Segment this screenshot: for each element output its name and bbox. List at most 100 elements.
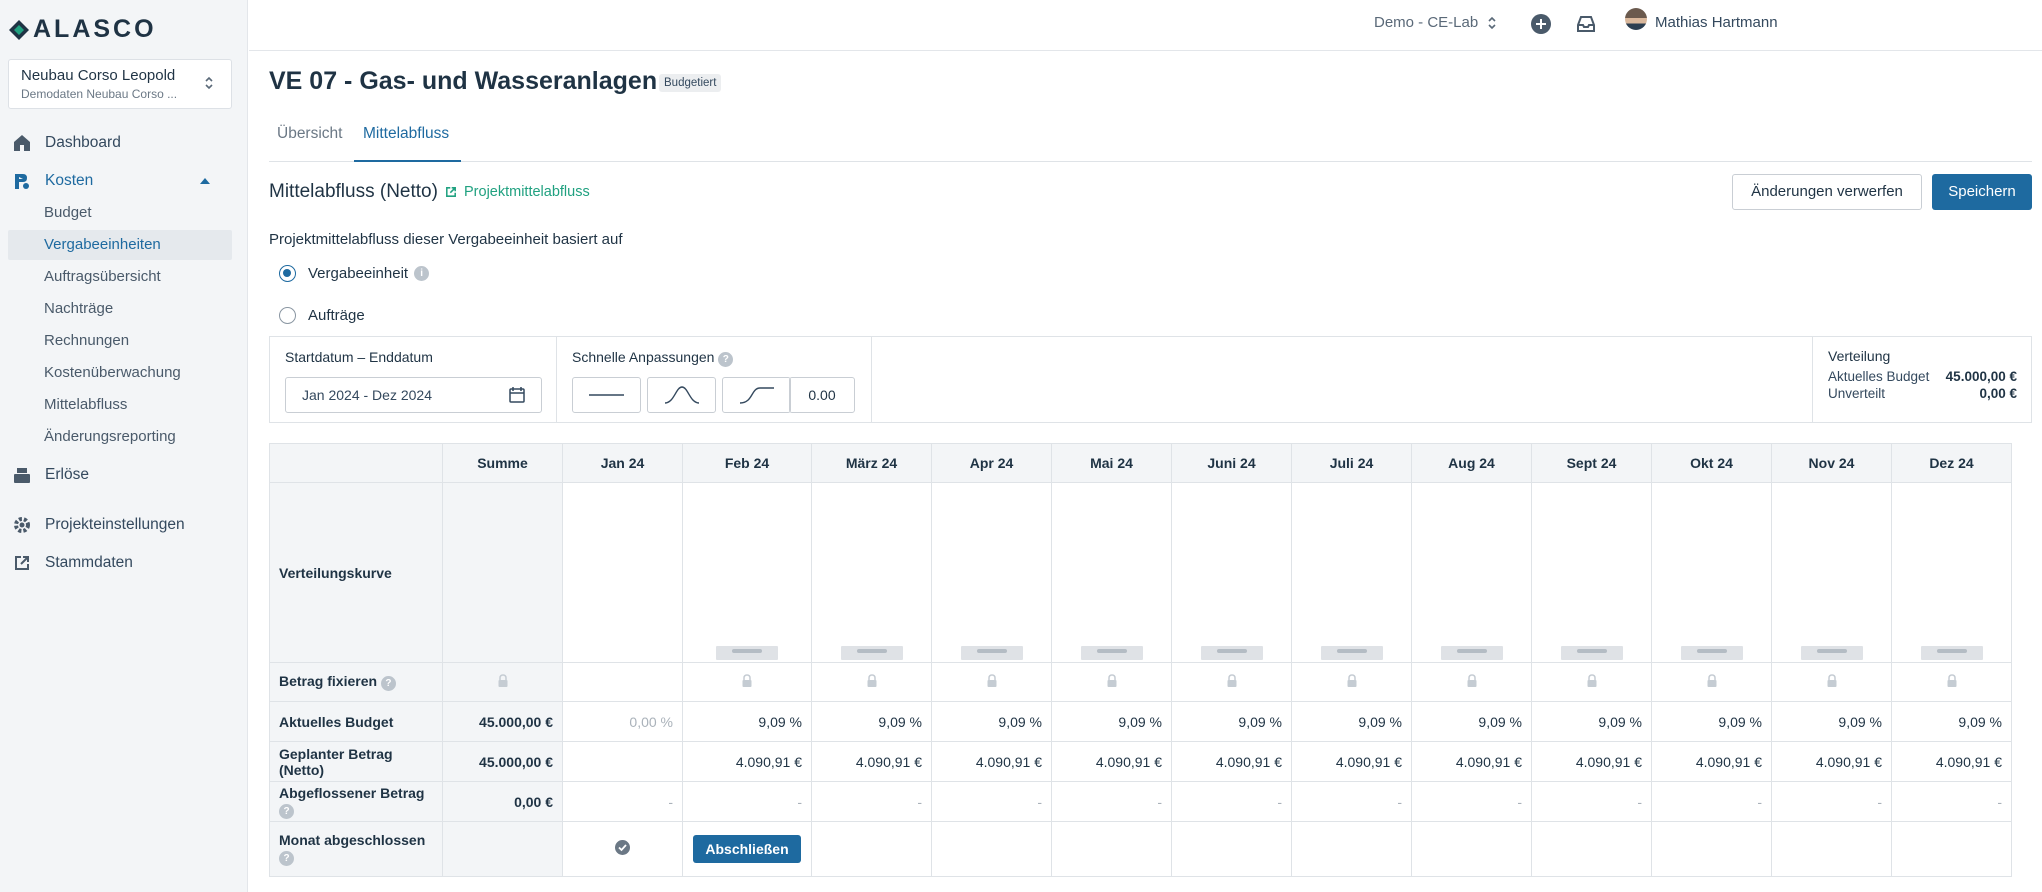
curve-cell [1651,482,1772,663]
lock-cell[interactable] [1051,662,1172,702]
discard-changes-button[interactable]: Änderungen verwerfen [1732,174,1922,210]
sidebar-item-budget[interactable]: Budget [44,204,92,221]
budget-percent-cell[interactable]: 9,09 % [1411,701,1532,742]
save-button[interactable]: Speichern [1932,174,2032,210]
tab-mittelabfluss[interactable]: Mittelabfluss [354,125,461,162]
help-icon[interactable]: ? [718,352,734,367]
sidebar-item-kosten[interactable]: Kosten [12,171,212,191]
lock-cell[interactable] [1891,662,2012,702]
planned-amount-cell[interactable]: 4.090,91 € [1891,741,2012,782]
planned-amount-cell[interactable]: 4.090,91 € [931,741,1052,782]
date-range-input[interactable]: Jan 2024 - Dez 2024 [285,377,542,413]
sidebar-item-aenderungsreporting[interactable]: Änderungsreporting [44,428,176,445]
month-header: Aug 24 [1411,443,1532,483]
budget-percent-cell[interactable]: 9,09 % [931,701,1052,742]
curve-drag-handle[interactable] [1920,646,1983,660]
curve-drag-handle[interactable] [1680,646,1743,660]
lock-cell[interactable] [811,662,932,702]
planned-amount-cell[interactable]: 4.090,91 € [1411,741,1532,782]
curve-drag-handle[interactable] [716,646,778,660]
sidebar-item-rechnungen[interactable]: Rechnungen [44,332,130,349]
help-icon[interactable]: ? [380,676,396,691]
lock-cell[interactable] [1411,662,1532,702]
planned-amount-cell[interactable]: 4.090,91 € [1771,741,1892,782]
user-name[interactable]: Mathias Hartmann [1655,14,1778,31]
sidebar-item-nachtraege[interactable]: Nachträge [44,300,114,317]
lock-icon [1107,674,1116,687]
lock-cell[interactable] [931,662,1052,702]
lock-cell[interactable] [1531,662,1652,702]
row-label: Verteilungskurve [269,482,443,663]
lock-icon [1227,674,1236,687]
curve-drag-handle[interactable] [1560,646,1623,660]
current-budget-value: 45.000,00 € [1945,369,2017,384]
lock-cell[interactable] [1171,662,1292,702]
tab-uebersicht[interactable]: Übersicht [277,125,343,142]
s-curve-button[interactable] [722,377,791,413]
sum-lock-cell[interactable] [442,662,563,702]
curve-drag-handle[interactable] [840,646,903,660]
close-month-button[interactable]: Abschließen [693,835,801,863]
radio-button[interactable] [279,307,296,324]
avatar[interactable] [1625,8,1647,30]
curve-drag-handle[interactable] [1200,646,1263,660]
budget-percent-cell[interactable]: 0,00 % [562,701,683,742]
quick-adjust-text: Schnelle Anpassungen [572,349,715,365]
budget-percent-cell[interactable]: 9,09 % [1051,701,1172,742]
budget-percent-cell[interactable]: 9,09 % [811,701,932,742]
inbox-icon[interactable] [1576,14,1596,34]
linear-curve-button[interactable] [572,377,641,413]
curve-drag-handle[interactable] [1440,646,1503,660]
planned-amount-cell[interactable]: 4.090,91 € [682,741,812,782]
radio-auftraege[interactable]: Aufträge [279,307,365,324]
planned-amount-cell[interactable]: 4.090,91 € [1531,741,1652,782]
lock-cell[interactable] [1651,662,1772,702]
planned-amount-cell[interactable]: 4.090,91 € [1171,741,1292,782]
curve-drag-handle[interactable] [1800,646,1863,660]
budget-percent-cell[interactable]: 9,09 % [1771,701,1892,742]
curve-factor-input[interactable]: 0.00 [789,377,855,413]
sidebar-item-stammdaten[interactable]: Stammdaten [12,553,133,573]
budget-percent-cell[interactable]: 9,09 % [1291,701,1412,742]
lock-cell[interactable] [1291,662,1412,702]
bell-curve-button[interactable] [647,377,716,413]
sidebar-item-auftragsuebersicht[interactable]: Auftragsübersicht [44,268,161,285]
org-switcher[interactable]: Demo - CE-Lab [1374,14,1496,31]
curve-drag-handle[interactable] [960,646,1023,660]
curve-drag-handle[interactable] [1080,646,1143,660]
budget-percent-cell[interactable]: 9,09 % [1651,701,1772,742]
sidebar-item-dashboard[interactable]: Dashboard [12,133,121,153]
sidebar-item-kostenueberwachung[interactable]: Kostenüberwachung [44,364,181,381]
planned-amount-cell[interactable]: 4.090,91 € [1051,741,1172,782]
lock-cell[interactable] [682,662,812,702]
budget-percent-cell[interactable]: 9,09 % [1531,701,1652,742]
gear-icon [14,517,30,533]
planned-amount-cell[interactable]: 4.090,91 € [1651,741,1772,782]
add-icon[interactable] [1531,14,1551,34]
lock-cell[interactable] [1771,662,1892,702]
planned-amount-cell[interactable]: 4.090,91 € [1291,741,1412,782]
info-icon[interactable]: i [414,266,430,281]
radio-button-selected[interactable] [279,265,296,282]
budget-percent-cell[interactable]: 9,09 % [1171,701,1292,742]
project-select[interactable]: Neubau Corso Leopold Demodaten Neubau Co… [8,59,232,109]
planned-amount-cell[interactable] [562,741,683,782]
budget-percent-cell[interactable]: 9,09 % [682,701,812,742]
help-icon[interactable]: ? [279,851,294,866]
chevron-up-icon [200,178,210,184]
help-icon[interactable]: ? [279,803,294,819]
sidebar-item-vergabeeinheiten[interactable]: Vergabeeinheiten [44,236,161,253]
logo[interactable]: ALASCO [8,15,157,44]
cost-icon [15,174,29,189]
corner-cell [269,443,443,483]
sidebar-item-projekteinstellungen[interactable]: Projekteinstellungen [12,515,185,535]
lock-icon [1827,674,1836,687]
sidebar-item-mittelabfluss[interactable]: Mittelabfluss [44,396,128,413]
curve-drag-handle[interactable] [1320,646,1383,660]
sidebar-item-erloese[interactable]: Erlöse [12,465,89,485]
budget-percent-cell[interactable]: 9,09 % [1891,701,2012,742]
radio-vergabeeinheit[interactable]: Vergabeeinheit i [279,265,430,282]
projektmittelabfluss-link[interactable]: Projektmittelabfluss [444,184,590,200]
planned-amount-cell[interactable]: 4.090,91 € [811,741,932,782]
row-label: Abgeflossener Betrag ? [269,781,443,822]
